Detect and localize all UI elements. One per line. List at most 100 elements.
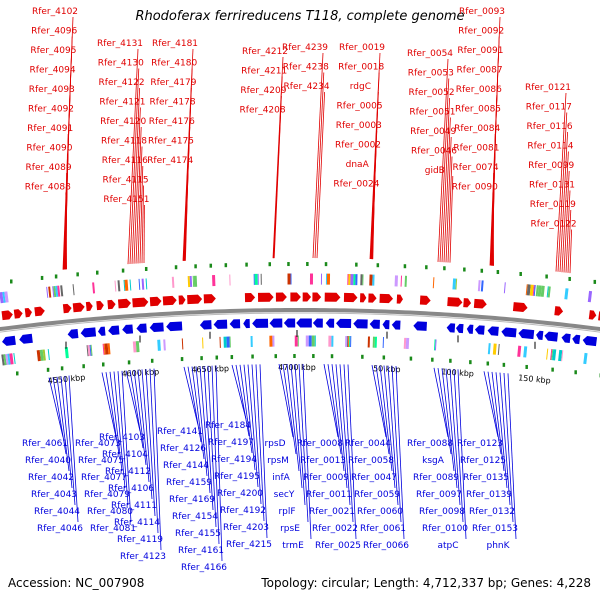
inner-cog-bar <box>36 349 41 362</box>
plus-strand-gene <box>72 302 85 313</box>
plus-strand-gene <box>554 306 564 316</box>
bottom-gene-label: rplF <box>278 507 295 517</box>
inner-marker <box>431 357 434 362</box>
outer-cog-bar-rect <box>123 279 126 291</box>
leader-line <box>343 364 354 523</box>
outer-marker <box>174 265 178 270</box>
bottom-gene-label: Rfer_0060 <box>357 507 403 517</box>
inner-cog-bar <box>328 335 332 347</box>
leader-line <box>491 371 505 472</box>
top-gene-label: Rfer_0051 <box>409 108 455 118</box>
plus-strand-gene-shape <box>24 307 32 318</box>
inner-cog-bar <box>157 339 161 351</box>
outer-cog-bar <box>0 291 4 304</box>
top-gene-label: Rfer_0119 <box>530 200 576 210</box>
inner-cog-bar-rect <box>9 353 14 365</box>
minus-strand-gene <box>136 323 147 333</box>
inner-cog-bar <box>433 339 436 351</box>
top-gene-label: Rfer_4131 <box>97 39 143 49</box>
inner-cog-bar-rect <box>345 335 348 347</box>
leader-line <box>335 364 348 489</box>
scale-tick-label: 100 kbp <box>441 367 474 378</box>
outer-cog-bar-rect <box>257 273 259 285</box>
leader-line <box>149 368 159 534</box>
bottom-gene-label: Rfer_4106 <box>108 484 154 494</box>
minus-strand-gene <box>369 319 380 329</box>
leader-line <box>133 369 147 466</box>
bottom-gene-label: Rfer_4200 <box>217 489 263 499</box>
outer-marker <box>463 267 466 272</box>
outer-marker <box>425 265 428 270</box>
inner-cog-bar-rect <box>349 336 351 348</box>
top-gene-label: Rfer_0087 <box>457 66 503 76</box>
bottom-gene-label: Rfer_0009 <box>303 473 349 483</box>
plus-strand-gene-shape <box>473 298 487 309</box>
bottom-gene-label: Rfer_0061 <box>360 524 406 534</box>
inner-cog-bar-rect <box>47 349 50 361</box>
inner-cog-bar <box>434 339 437 351</box>
bottom-gene-label: Rfer_4077 <box>81 473 127 483</box>
leader-line <box>191 366 205 460</box>
outer-cog-bar-rect <box>141 278 145 290</box>
scale-tick-label: 4550 kbp <box>47 373 85 386</box>
outer-cog-bar-rect <box>355 274 358 286</box>
leader-line <box>569 229 572 274</box>
outer-cog-bar-rect <box>526 284 531 296</box>
top-gene-label: Rfer_0049 <box>410 127 456 137</box>
minus-strand-gene <box>283 318 296 328</box>
top-gene-label: Rfer_0122 <box>531 220 577 230</box>
bottom-gene-label: Rfer_4046 <box>37 524 83 534</box>
inner-cog-bar <box>39 349 44 361</box>
minus-strand-gene <box>487 326 499 336</box>
outer-cog-bar-rect <box>254 273 258 285</box>
minus-strand-gene <box>582 336 598 347</box>
minus-strand-gene <box>466 324 474 334</box>
bottom-gene-label: Rfer_0047 <box>351 473 397 483</box>
leader-line <box>207 365 217 528</box>
minus-strand-gene <box>19 333 33 344</box>
top-gene-label: Rfer_4178 <box>150 98 196 108</box>
top-gene-label: Rfer_0054 <box>407 49 453 59</box>
outer-cog-bar-rect <box>535 285 539 297</box>
inner-cog-bar <box>7 353 11 365</box>
minus-strand-gene <box>166 321 183 332</box>
minus-strand-gene <box>336 318 352 329</box>
outer-cog-bar <box>360 274 363 286</box>
outer-marker <box>209 263 213 268</box>
top-gene-label: Rfer_4176 <box>149 117 195 127</box>
minus-strand-gene <box>455 323 464 334</box>
minus-strand-gene <box>544 331 559 342</box>
inner-cog-bar <box>163 339 166 351</box>
outer-cog-bar-rect <box>60 285 64 297</box>
inner-cog-bar-rect <box>297 335 299 347</box>
bottom-gene-label: Rfer_4040 <box>25 456 71 466</box>
inner-cog-bar-rect <box>226 336 230 348</box>
minus-strand-gene-shape <box>269 318 283 328</box>
outer-cog-bar <box>192 275 195 287</box>
inner-cog-bar-rect <box>561 350 564 362</box>
inner-cog-bar <box>311 335 315 347</box>
inner-marker <box>486 361 490 366</box>
top-gene-label: Rfer_4089 <box>26 163 72 173</box>
plus-strand-gene <box>275 292 287 302</box>
outer-cog-bar <box>52 286 55 298</box>
inner-cog-bar-rect <box>269 335 273 347</box>
minus-strand-gene <box>518 329 535 340</box>
inner-cog-bar <box>1 354 5 366</box>
inner-cog-bar <box>104 343 109 355</box>
outer-marker <box>443 266 446 271</box>
outer-cog-bar <box>525 284 528 296</box>
outer-cog-bar <box>124 279 129 291</box>
bottom-gene-label: Rfer_0132 <box>469 507 515 517</box>
bottom-gene-label: phnK <box>486 541 510 551</box>
outer-cog-bar-rect <box>394 275 399 287</box>
leader-line <box>133 107 141 264</box>
bottom-gene-label: Rfer_4126 <box>160 444 206 454</box>
outer-cog-bar-rect <box>92 282 96 294</box>
inner-cog-bar-rect <box>550 349 553 361</box>
outer-cog-bar-rect <box>229 274 231 286</box>
inner-cog-bar-rect <box>181 338 184 350</box>
plus-strand-gene-shape <box>96 300 104 311</box>
bottom-gene-label: Rfer_4159 <box>166 478 212 488</box>
